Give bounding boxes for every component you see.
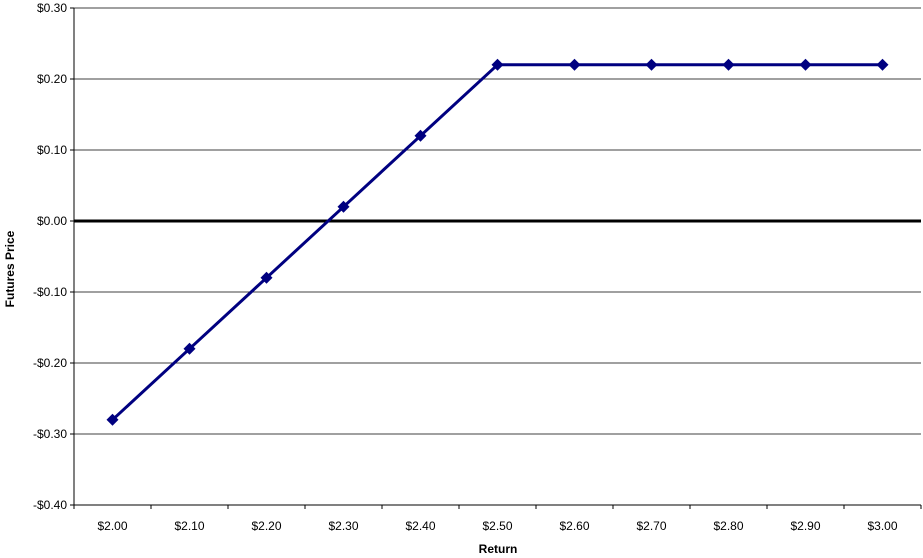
- x-tick-label: $2.40: [405, 519, 435, 533]
- series-line: [111, 63, 883, 421]
- data-point-marker: [414, 129, 427, 142]
- y-tick-label: -$0.30: [33, 427, 67, 441]
- y-tick-label: -$0.10: [33, 285, 67, 299]
- data-point-marker: [568, 58, 581, 71]
- x-tick-label: $2.00: [97, 519, 127, 533]
- y-tick-label: $0.30: [37, 1, 67, 15]
- x-tick-label: $2.80: [713, 519, 743, 533]
- y-tick-label: -$0.20: [33, 356, 67, 370]
- data-point-marker: [106, 413, 119, 426]
- data-point-marker: [722, 58, 735, 71]
- y-tick-label: $0.20: [37, 72, 67, 86]
- x-axis-tick-labels: $2.00 $2.10 $2.20 $2.30 $2.40 $2.50 $2.60 $2.70…: [97, 519, 897, 533]
- x-tick-label: $2.90: [790, 519, 820, 533]
- data-point-marker: [491, 58, 504, 71]
- series-layer: [106, 58, 889, 426]
- data-point-marker: [183, 342, 196, 355]
- data-point-marker: [799, 58, 812, 71]
- plot-axes: [70, 7, 922, 509]
- x-axis-title: Return: [479, 542, 518, 556]
- x-tick-label: $2.70: [636, 519, 666, 533]
- y-axis-title: Futures Price: [3, 230, 17, 307]
- data-point-marker: [260, 271, 273, 284]
- x-tick-label: $2.30: [328, 519, 358, 533]
- y-tick-label: $0.00: [37, 214, 67, 228]
- data-point-marker: [876, 58, 889, 71]
- y-tick-label: $0.10: [37, 143, 67, 157]
- x-tick-label: $2.20: [251, 519, 281, 533]
- x-tick-label: $2.60: [559, 519, 589, 533]
- data-point-marker: [337, 200, 350, 213]
- gridlines: [74, 7, 921, 435]
- x-tick-label: $2.50: [482, 519, 512, 533]
- y-tick-label: -$0.40: [33, 498, 67, 512]
- x-tick-label: $2.10: [174, 519, 204, 533]
- y-axis-tick-labels: $0.30 $0.20 $0.10 $0.00 -$0.10 -$0.20 -$0.30 -$…: [33, 1, 67, 512]
- x-tick-label: $3.00: [867, 519, 897, 533]
- data-point-marker: [645, 58, 658, 71]
